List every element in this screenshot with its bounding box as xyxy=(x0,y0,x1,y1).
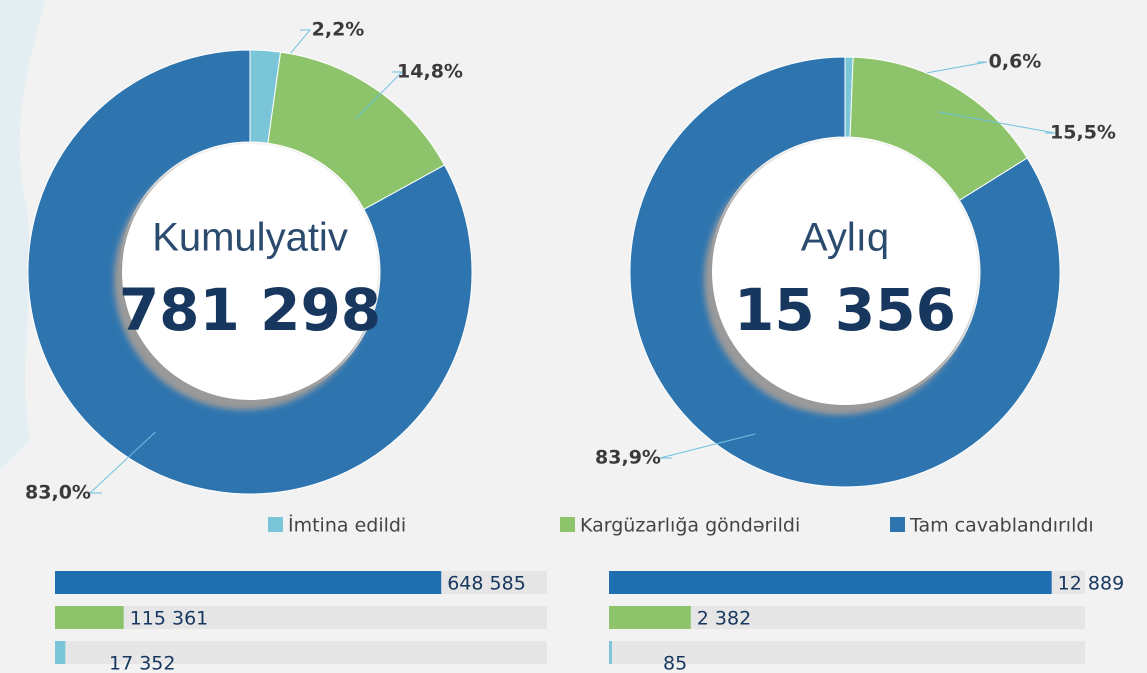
bar xyxy=(609,606,691,629)
legend-label: Kargüzarlığa göndərildi xyxy=(580,515,800,537)
leader-line xyxy=(659,433,756,459)
bar xyxy=(609,571,1052,594)
leader-line xyxy=(88,431,156,494)
bar xyxy=(609,641,612,664)
legend-swatch xyxy=(268,517,283,532)
bar-label: 2 382 xyxy=(697,608,751,630)
bar xyxy=(55,571,442,594)
slice-label: 83,9% xyxy=(595,447,661,469)
leader-line xyxy=(355,71,404,120)
center-title: Aylıq xyxy=(801,216,889,260)
bar-label: 115 361 xyxy=(130,608,209,630)
slice-label: 0,6% xyxy=(989,51,1042,73)
slice-label: 2,2% xyxy=(312,19,365,41)
bar-label: 85 xyxy=(663,653,687,673)
bar-label: 648 585 xyxy=(447,573,526,595)
legend-label: İmtina edildi xyxy=(288,514,406,537)
bar-label: 12 889 xyxy=(1058,573,1124,595)
bar xyxy=(55,606,124,629)
center-total: 15 356 xyxy=(734,276,956,344)
slice-label: 15,5% xyxy=(1050,122,1116,144)
bar-track xyxy=(609,641,1085,664)
slice-label: 14,8% xyxy=(397,61,463,83)
legend-swatch xyxy=(560,517,575,532)
bar xyxy=(55,641,66,664)
bar-track xyxy=(609,606,1085,629)
leader-line xyxy=(937,111,1056,134)
legend-swatch xyxy=(890,517,905,532)
bar-label: 17 352 xyxy=(109,653,175,673)
center-title: Kumulyativ xyxy=(152,216,348,260)
bar-track xyxy=(55,641,547,664)
inner-circle xyxy=(712,139,978,405)
center-total: 781 298 xyxy=(119,276,381,344)
map-shape xyxy=(0,0,45,470)
legend-label: Tam cavablandırıldı xyxy=(909,515,1094,537)
slice-label: 83,0% xyxy=(25,482,91,504)
inner-circle xyxy=(122,144,378,400)
bar-track xyxy=(55,606,547,629)
